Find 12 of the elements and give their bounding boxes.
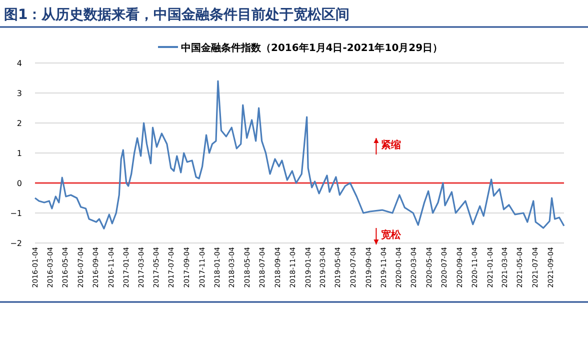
y-tick-label: −1 [10,209,22,218]
y-tick-label: 0 [16,179,22,188]
legend-label: 中国金融条件指数（2016年1月4日-2021年10月29日） [181,42,443,54]
y-tick-label: 2 [16,119,22,128]
y-tick-label: 4 [16,59,22,68]
y-tick-label: 3 [16,89,22,98]
annotation: 紧缩 [381,139,402,151]
y-tick-label: −2 [10,239,22,248]
chart-title: 图1：从历史数据来看，中国金融条件目前处于宽松区间 [4,6,350,23]
y-tick-label: 1 [16,149,22,158]
annotation: 宽松 [381,229,402,241]
legend: 中国金融条件指数（2016年1月4日-2021年10月29日） [158,43,443,54]
